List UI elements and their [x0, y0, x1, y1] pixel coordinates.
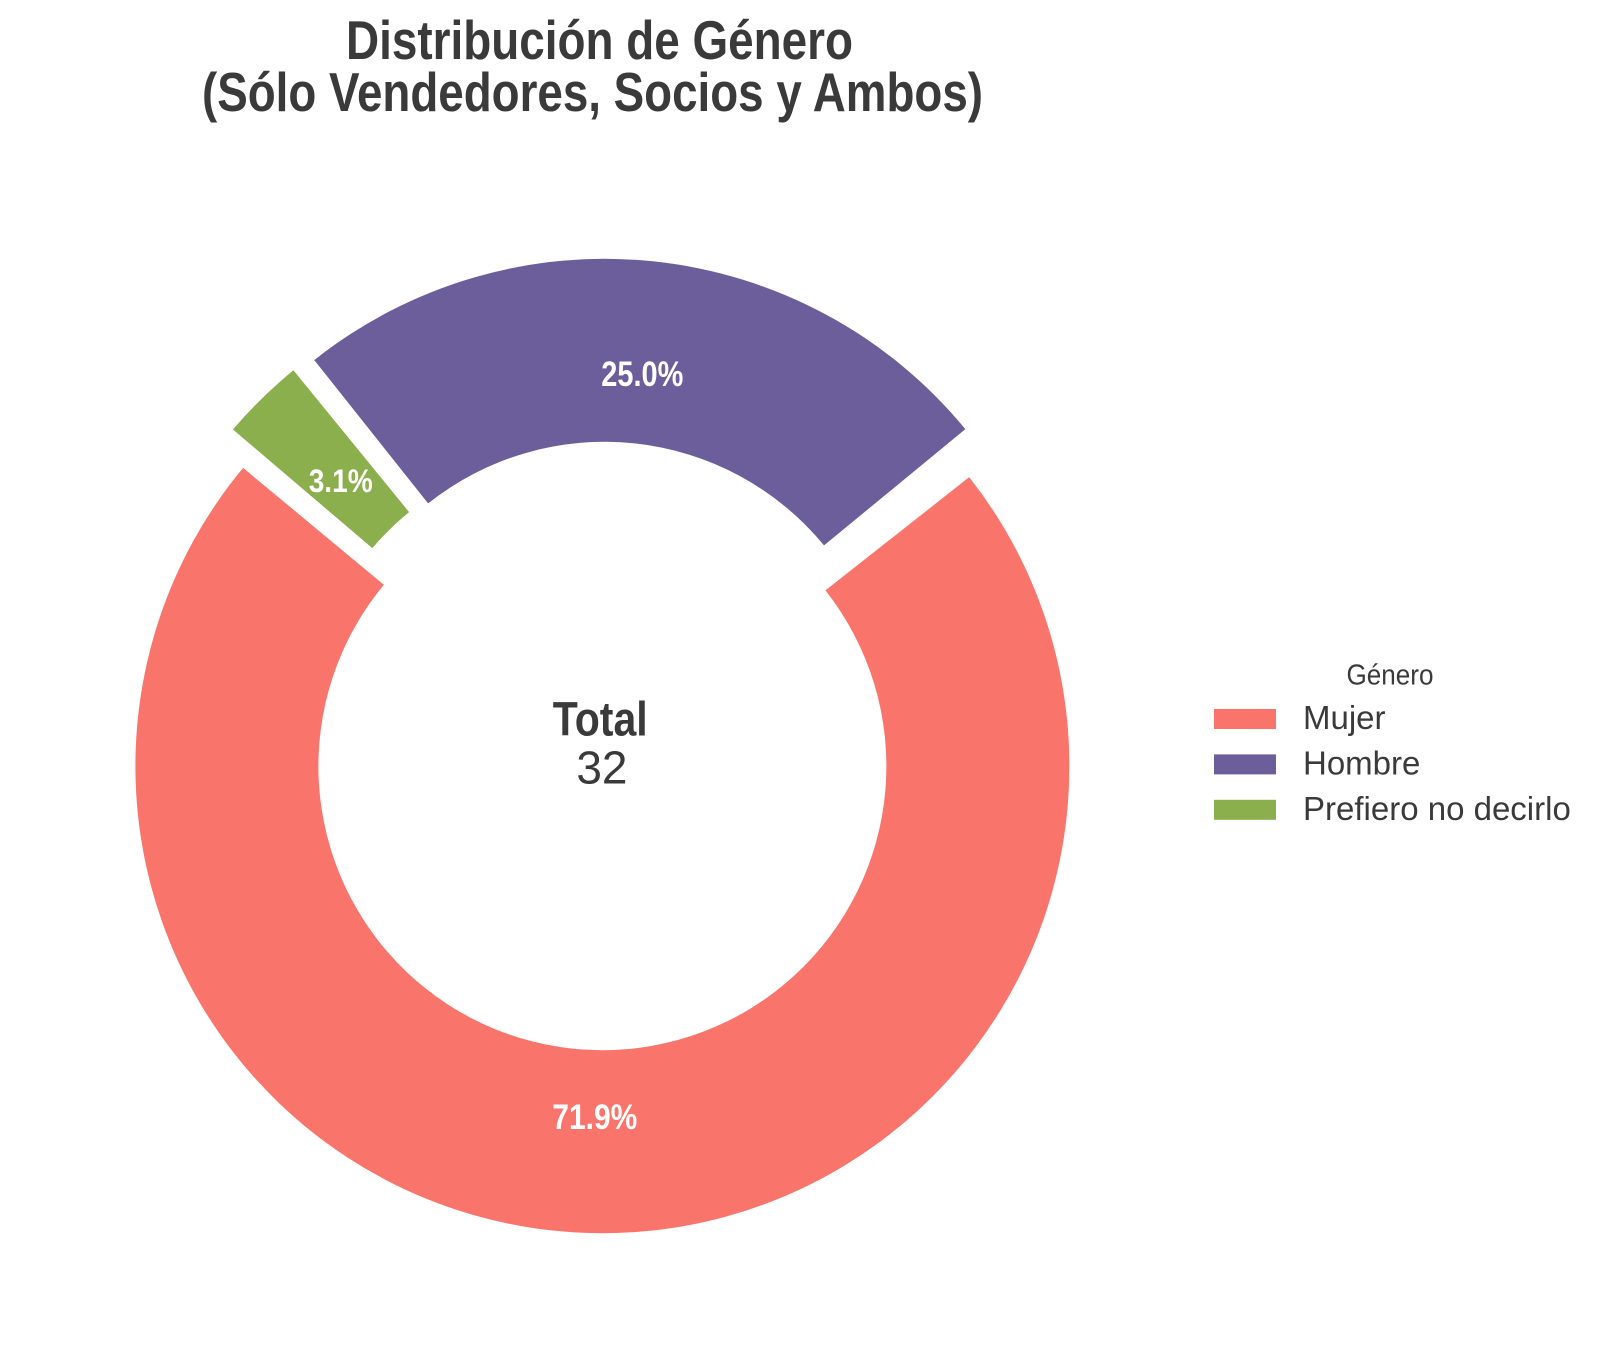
svg-text:71.9%: 71.9%: [552, 1097, 637, 1137]
svg-text:Distribución de Género: Distribución de Género: [346, 9, 853, 71]
svg-text:Género: Género: [1347, 660, 1434, 692]
svg-text:Hombre: Hombre: [1303, 745, 1420, 782]
svg-text:32: 32: [576, 742, 627, 794]
svg-text:Prefiero no decirlo: Prefiero no decirlo: [1303, 790, 1571, 827]
svg-text:(Sólo Vendedores, Socios y Amb: (Sólo Vendedores, Socios y Ambos): [202, 61, 983, 123]
svg-text:3.1%: 3.1%: [309, 463, 373, 499]
svg-text:Mujer: Mujer: [1303, 699, 1386, 736]
svg-text:Total: Total: [553, 694, 648, 747]
svg-text:25.0%: 25.0%: [601, 354, 683, 394]
